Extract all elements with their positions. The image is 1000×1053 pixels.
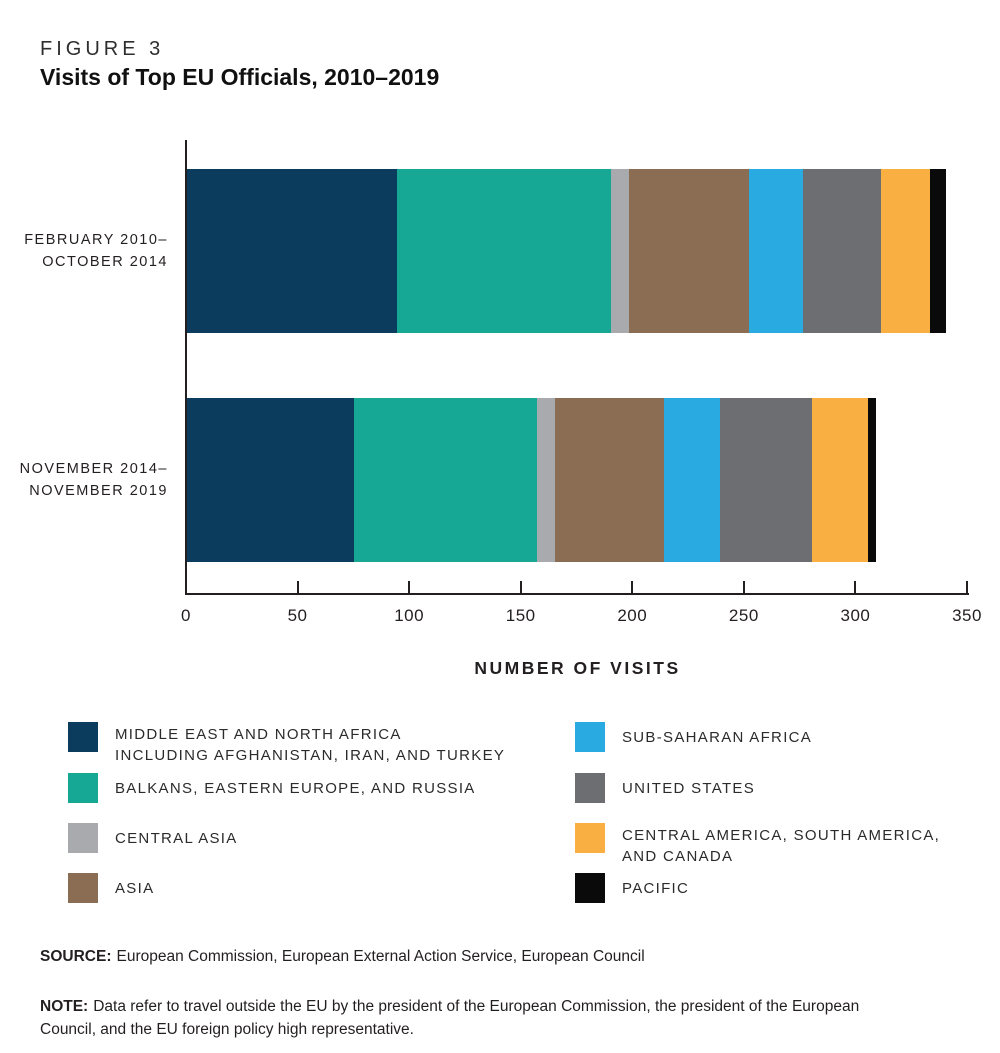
bar-row-1 <box>187 169 946 333</box>
bar-row-2 <box>187 398 877 562</box>
legend-label: SUB-SAHARAN AFRICA <box>622 727 812 748</box>
legend-label-line: CENTRAL AMERICA, SOUTH AMERICA, <box>622 827 941 844</box>
x-axis-tick <box>185 581 187 593</box>
category-label-line: OCTOBER 2014 <box>42 254 168 270</box>
legend-label: CENTRAL AMERICA, SOUTH AMERICA, AND CANAD… <box>622 825 940 867</box>
bar-segment <box>628 169 750 333</box>
legend-label-line: INCLUDING AFGHANISTAN, IRAN, AND TURKEY <box>115 747 506 764</box>
note-block: NOTE: Data refer to travel outside the EU… <box>40 995 885 1041</box>
category-label-line: FEBRUARY 2010– <box>24 232 168 248</box>
legend-label-line: BALKANS, EASTERN EUROPE, AND RUSSIA <box>115 779 476 797</box>
bar-segment <box>749 169 803 333</box>
legend-label-line: AND CANADA <box>622 848 734 865</box>
legend-label-line: MIDDLE EAST AND NORTH AFRICA <box>115 726 402 743</box>
legend-item: ASIA <box>68 873 154 903</box>
x-axis-tick <box>296 581 299 593</box>
legend-swatch <box>575 773 605 803</box>
note-prefix: NOTE: <box>40 997 89 1015</box>
legend-label-line: PACIFIC <box>622 879 690 897</box>
bar-segment <box>396 169 611 333</box>
legend-swatch <box>68 722 98 752</box>
legend-swatch <box>575 873 605 903</box>
legend-item: MIDDLE EAST AND NORTH AFRICA INCLUDING AF… <box>68 722 505 766</box>
x-axis-tick-label: 200 <box>617 606 648 625</box>
x-axis-tick <box>742 581 745 593</box>
legend-swatch <box>575 823 605 853</box>
bar-segment <box>187 398 355 562</box>
x-axis-tick <box>631 581 634 593</box>
category-label-1: FEBRUARY 2010– OCTOBER 2014 <box>0 229 168 273</box>
legend-item: CENTRAL AMERICA, SOUTH AMERICA, AND CANAD… <box>575 823 940 867</box>
y-axis-line <box>185 140 187 595</box>
legend-label: CENTRAL ASIA <box>115 828 238 849</box>
source-text: European Commission, European External A… <box>116 947 645 965</box>
x-axis-tick <box>966 581 968 593</box>
x-axis-line <box>185 593 969 595</box>
legend-label: PACIFIC <box>622 878 689 899</box>
legend-item: UNITED STATES <box>575 773 755 803</box>
legend-label-line: SUB-SAHARAN AFRICA <box>622 728 813 746</box>
bar-segment <box>802 169 881 333</box>
bar-segment <box>867 398 877 562</box>
x-axis-tick <box>519 581 522 593</box>
bar-segment <box>880 169 930 333</box>
legend-label: ASIA <box>115 878 154 899</box>
bar-segment <box>187 169 397 333</box>
legend-label-line: ASIA <box>115 879 155 897</box>
legend-swatch <box>68 823 98 853</box>
legend-label: BALKANS, EASTERN EUROPE, AND RUSSIA <box>115 778 476 799</box>
x-axis-title: NUMBER OF VISITS <box>474 658 681 678</box>
note-text: Data refer to travel outside the EU by t… <box>40 997 860 1038</box>
figure-number-label: FIGURE 3 <box>40 38 165 60</box>
x-axis-tick-label: 150 <box>505 606 536 625</box>
bar-segment <box>354 398 538 562</box>
legend-label-line: UNITED STATES <box>622 779 756 797</box>
category-label-2: NOVEMBER 2014– NOVEMBER 2019 <box>0 458 168 502</box>
bar-segment <box>811 398 868 562</box>
bar-segment <box>930 169 946 333</box>
legend-label-line: CENTRAL ASIA <box>115 829 238 847</box>
legend-item: BALKANS, EASTERN EUROPE, AND RUSSIA <box>68 773 476 803</box>
legend-swatch <box>575 722 605 752</box>
bar-segment <box>537 398 556 562</box>
x-axis-tick-label: 350 <box>952 606 982 625</box>
x-axis-tick-label: 300 <box>840 606 871 625</box>
x-axis-tick-label: 0 <box>181 606 191 625</box>
bar-segment <box>610 169 629 333</box>
legend-item: CENTRAL ASIA <box>68 823 238 853</box>
legend-item: PACIFIC <box>575 873 689 903</box>
bar-segment <box>664 398 721 562</box>
category-label-line: NOVEMBER 2014– <box>19 461 168 477</box>
x-axis-tick <box>854 581 857 593</box>
x-axis-tick <box>408 581 411 593</box>
figure-title: Visits of Top EU Officials, 2010–2019 <box>40 64 440 90</box>
bar-segment <box>720 398 812 562</box>
x-axis-tick-label: 250 <box>728 606 759 625</box>
x-axis-tick-label: 100 <box>394 606 425 625</box>
source-line: SOURCE: European Commission, European Ext… <box>40 948 645 966</box>
bar-segment <box>555 398 665 562</box>
legend-swatch <box>68 773 98 803</box>
source-prefix: SOURCE: <box>40 947 112 965</box>
category-label-line: NOVEMBER 2019 <box>29 483 168 499</box>
legend-label: MIDDLE EAST AND NORTH AFRICA INCLUDING AF… <box>115 724 505 766</box>
legend-swatch <box>68 873 98 903</box>
x-axis-tick-label: 50 <box>287 606 308 625</box>
legend-item: SUB-SAHARAN AFRICA <box>575 722 812 752</box>
legend-label: UNITED STATES <box>622 778 755 799</box>
